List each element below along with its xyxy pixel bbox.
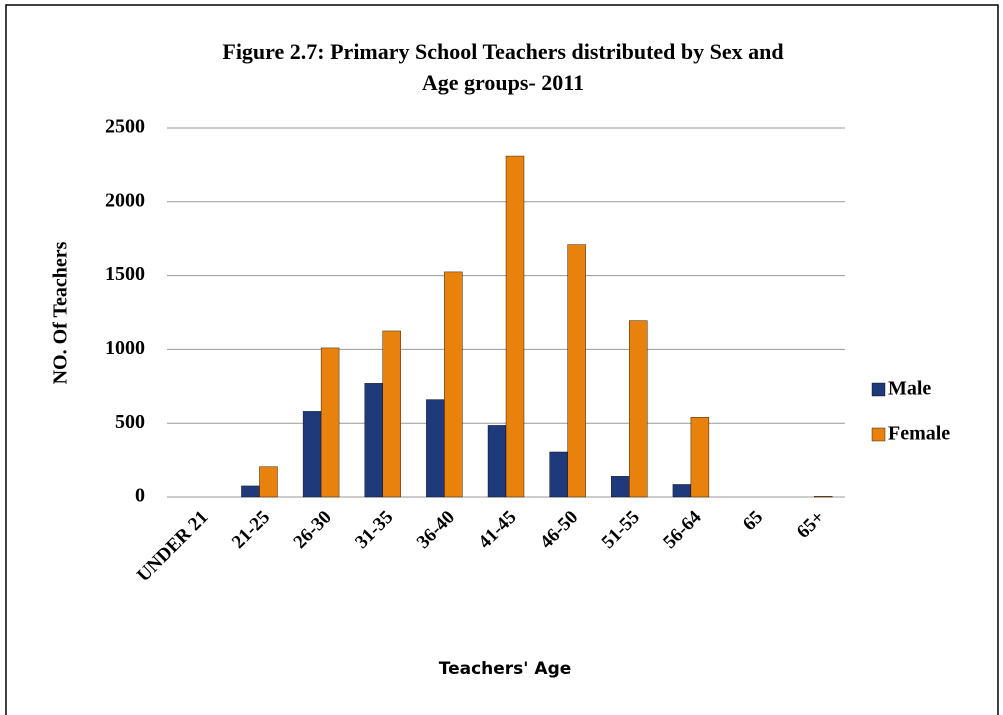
- chart-title: Age groups- 2011: [422, 70, 584, 95]
- x-tick-label: 26-30: [290, 507, 336, 553]
- bar: [426, 399, 445, 498]
- bar: [813, 496, 833, 498]
- y-tick-label: 2000: [105, 189, 145, 211]
- x-tick-label: 46-50: [536, 507, 582, 553]
- bar: [382, 330, 401, 498]
- x-tick-label: 41-45: [474, 507, 520, 553]
- bar: [241, 485, 260, 498]
- bar: [611, 476, 630, 498]
- bar: [549, 451, 568, 498]
- bar: [690, 417, 710, 498]
- bar: [444, 271, 463, 498]
- x-tick-label: 65+: [793, 507, 829, 543]
- bar: [487, 425, 507, 498]
- y-tick-label: 500: [115, 411, 145, 433]
- y-axis-label: NO. Of Teachers: [50, 241, 72, 384]
- y-tick-label: 1500: [105, 263, 145, 285]
- bar: [505, 155, 525, 498]
- x-tick-label: 56-64: [659, 506, 706, 553]
- y-tick-label: 0: [135, 485, 145, 507]
- y-tick-label: 1000: [105, 337, 145, 359]
- bar: [567, 244, 586, 498]
- legend-label: Male: [888, 378, 931, 400]
- chart-title: Figure 2.7: Primary School Teachers dist…: [222, 39, 783, 64]
- x-axis-label: Teachers' Age: [439, 659, 572, 679]
- x-tick-label: 21-25: [228, 507, 274, 553]
- bar: [320, 347, 340, 498]
- y-tick-label: 2500: [105, 116, 145, 138]
- x-tick-label: 65: [739, 507, 767, 535]
- legend-label: Female: [888, 423, 950, 445]
- x-tick-label: UNDER 21: [133, 507, 212, 586]
- legend-swatch: [871, 427, 886, 442]
- bar: [364, 383, 383, 498]
- x-tick-label: 36-40: [413, 507, 459, 553]
- x-tick-label: 31-35: [351, 507, 397, 553]
- bar: [672, 484, 692, 498]
- bar: [302, 411, 322, 498]
- bar: [259, 466, 278, 498]
- legend-swatch: [871, 382, 886, 397]
- bar: [629, 320, 648, 498]
- x-tick-label: 51-55: [598, 507, 644, 553]
- frame: [5, 4, 999, 715]
